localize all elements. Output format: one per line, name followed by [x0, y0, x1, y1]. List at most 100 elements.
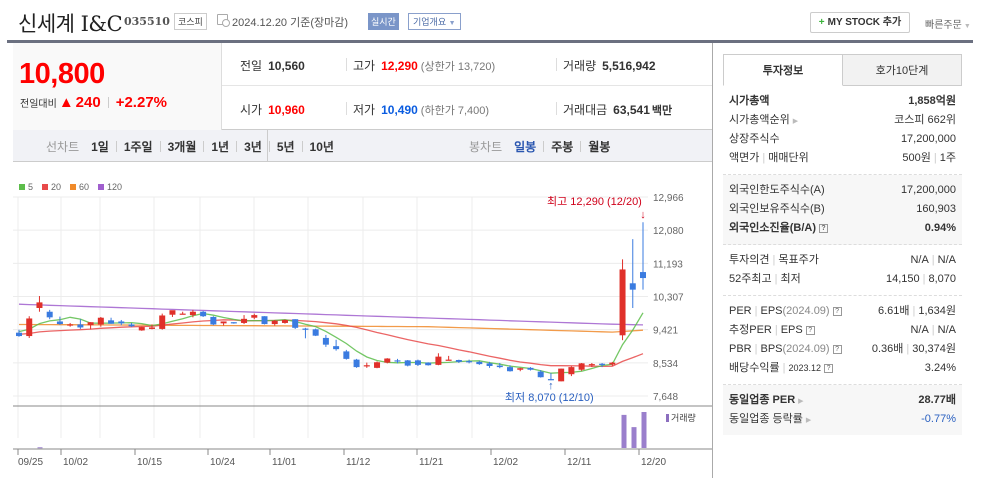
company-overview-label: 기업개요: [413, 17, 447, 27]
foreign-hold-label: 외국인보유주식수(B): [729, 203, 825, 215]
open-price: 시가 10,960: [240, 101, 305, 118]
line-chart-label: 선차트: [46, 140, 80, 154]
candle-body: [333, 346, 340, 350]
ma-legend: 5 20 60 120: [19, 182, 122, 192]
eps-value: 1,634원: [918, 305, 956, 317]
candle-body: [281, 319, 288, 323]
help-icon[interactable]: ?: [832, 344, 842, 354]
current-price-box: 10,800 전일대비 ▲ 240 +2.27%: [13, 43, 222, 130]
trade-unit-label: 매매단위: [768, 152, 809, 164]
help-icon[interactable]: ?: [805, 325, 815, 335]
amount-label: 거래대금: [563, 103, 608, 117]
price-change-row: 전일대비 ▲ 240 +2.27%: [20, 94, 167, 111]
candle-body: [394, 360, 401, 362]
change-label: 전일대비: [20, 99, 57, 110]
help-icon[interactable]: ?: [824, 363, 834, 373]
tab-investment-info[interactable]: 투자정보: [723, 54, 843, 86]
pbr-row: PBR | BPS(2024.09)? 0.36배 | 30,374원: [729, 340, 956, 359]
tab-orderbook-10[interactable]: 호가10단계: [843, 54, 962, 86]
divider: [580, 141, 582, 152]
candle-body: [108, 320, 115, 324]
volume-bar: [641, 412, 647, 448]
high-value: 12,290: [381, 59, 418, 73]
divider: |: [774, 273, 778, 285]
pbr-value: 0.36배: [871, 343, 904, 355]
period-5y[interactable]: 5년: [276, 140, 295, 154]
candle-daily[interactable]: 일봉: [514, 140, 537, 154]
change-value: 240: [75, 94, 101, 111]
y-tick-label: 10,307: [653, 293, 684, 304]
candle-monthly[interactable]: 월봉: [588, 140, 611, 154]
candle-body: [159, 315, 166, 329]
period-1y[interactable]: 1년: [211, 140, 230, 154]
candle-body: [241, 318, 248, 323]
foreign-limit-row: 외국인한도주식수(A) 17,200,000: [729, 181, 956, 200]
bps-label: BPS: [760, 343, 783, 355]
legend-ma120: 120: [98, 182, 122, 192]
sector-change-label: 동일업종 등락률: [729, 413, 803, 425]
legend-swatch: [70, 184, 77, 190]
divider: |: [754, 343, 758, 355]
amount-unit: 백만: [651, 105, 673, 117]
market-cap-rank-row[interactable]: 시가총액순위 ▶ 코스피 662위: [729, 111, 956, 130]
candle-body: [343, 351, 350, 359]
quick-order-dropdown[interactable]: 빠른주문 ▼: [925, 16, 971, 31]
candle-body: [537, 371, 544, 378]
candlestick-chart[interactable]: 12,966 12,080 11,193 10,307 9,421 8,534 7,648 0…: [0, 185, 712, 478]
candle-weekly[interactable]: 주봉: [551, 140, 574, 154]
company-overview-dropdown[interactable]: 기업개요 ▼: [408, 13, 461, 30]
sector-per-row[interactable]: 동일업종 PER ▶ 28.77배: [729, 391, 956, 410]
est-eps-label: EPS: [780, 324, 803, 336]
per-row: PER | EPS(2024.09)? 6.61배 | 1,634원: [729, 302, 956, 321]
divider: [115, 141, 117, 152]
candle-chart-label: 봉차트: [469, 140, 503, 154]
candle-body: [547, 379, 554, 381]
trade-amount: 거래대금 63,541 백만: [563, 101, 672, 118]
candle-body: [609, 362, 616, 365]
candle-body: [353, 359, 360, 368]
open-label: 시가: [240, 103, 263, 117]
foreign-limit-label: 외국인한도주식수(A): [729, 184, 825, 196]
line-chart-periods: 선차트 1일 1주일 3개월 1년 3년 5년 10년: [46, 138, 334, 155]
sector-section: 동일업종 PER ▶ 28.77배 동일업종 등락률 ▶ -0.77%: [723, 385, 962, 435]
header-divider: [7, 40, 973, 43]
period-10y[interactable]: 10년: [309, 140, 334, 154]
candle-body: [302, 328, 309, 330]
investment-info-panel: 투자정보 호가10단계 시가총액 1,858억원 시가총액순위 ▶ 코스피 662위 …: [723, 54, 962, 435]
market-cap-label: 시가총액: [729, 95, 770, 107]
candle-body: [36, 302, 43, 308]
candle-body: [292, 319, 299, 328]
candle-body: [138, 327, 145, 331]
candle-body: [578, 363, 585, 370]
volume-value: 5,516,942: [602, 59, 656, 73]
moving-average-line: [18, 319, 644, 367]
candle-body: [455, 360, 462, 362]
candle-body: [128, 324, 135, 327]
est-per-label: 추정PER: [729, 324, 772, 336]
high-label: 고가: [353, 59, 376, 73]
foreign-limit-value: 17,200,000: [900, 184, 956, 196]
realtime-button[interactable]: 실시간: [368, 13, 399, 30]
low-annotation: 최저 8,070 (12/10): [505, 391, 594, 404]
sector-change-row[interactable]: 동일업종 등락률 ▶ -0.77%: [729, 410, 956, 429]
market-cap-section: 시가총액 1,858억원 시가총액순위 ▶ 코스피 662위 상장주식수 17,200,…: [723, 86, 962, 175]
y-tick-label: 9,421: [653, 326, 678, 337]
period-1d[interactable]: 1일: [91, 140, 109, 154]
help-icon[interactable]: ?: [819, 223, 828, 233]
period-3y[interactable]: 3년: [244, 140, 262, 154]
opinion-value: N/A: [910, 254, 929, 266]
help-icon[interactable]: ?: [832, 306, 842, 316]
volume-legend-label: 거래량: [671, 413, 696, 423]
candle-body: [87, 322, 94, 326]
period-1w[interactable]: 1주일: [123, 140, 153, 154]
add-mystock-button[interactable]: + MY STOCK 추가: [810, 12, 910, 33]
prev-close: 전일 10,560: [240, 57, 305, 74]
sector-change-value: -0.77%: [921, 413, 956, 425]
candle-body: [322, 337, 329, 345]
candle-body: [312, 329, 319, 336]
period-3m[interactable]: 3개월: [167, 140, 197, 154]
sector-per-value: 28.77배: [918, 394, 956, 406]
low-price: 저가 10,490 (하한가 7,400): [353, 101, 489, 118]
dividend-value: 3.24%: [924, 362, 956, 374]
candle-body: [425, 362, 432, 366]
